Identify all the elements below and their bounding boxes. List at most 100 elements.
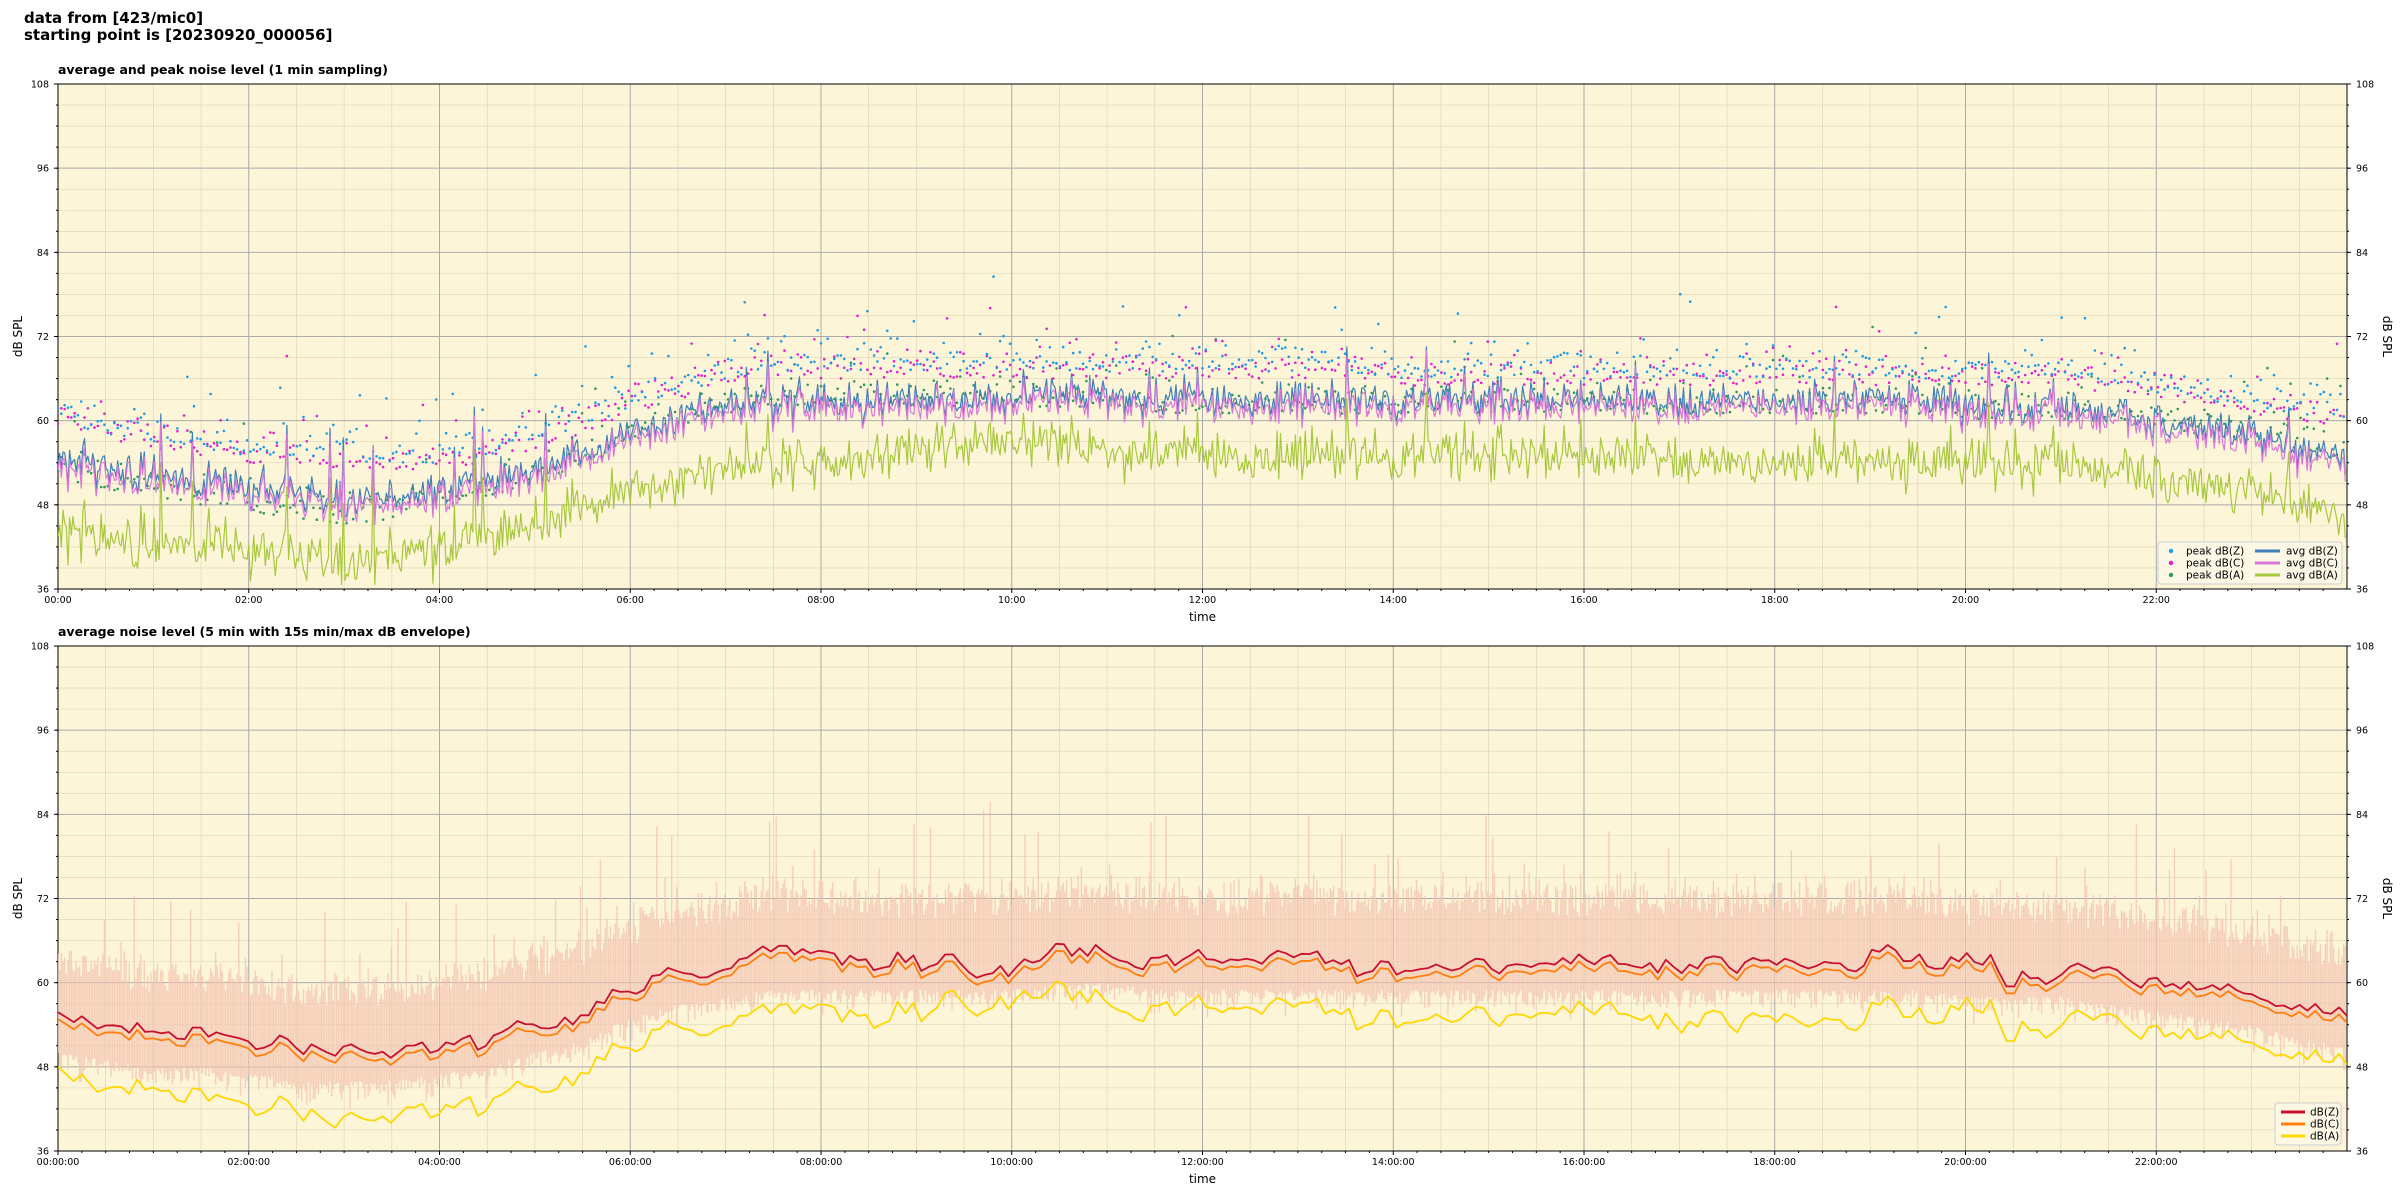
peak-point	[298, 461, 302, 464]
peak-point	[186, 429, 189, 432]
peak-point	[557, 421, 561, 425]
peak-point	[444, 453, 448, 457]
peak-point	[259, 460, 262, 464]
peak-point	[1609, 376, 1612, 380]
peak-point	[1864, 411, 1868, 415]
peak-point	[176, 430, 179, 433]
peak-point	[1201, 367, 1204, 370]
peak-point	[2010, 368, 2014, 372]
peak-point	[710, 398, 713, 402]
peak-point	[1642, 338, 1645, 341]
peak-point	[1642, 381, 1645, 384]
peak-point	[1148, 345, 1151, 349]
peak-point	[2282, 409, 2286, 413]
peak-point	[2050, 372, 2054, 376]
peak-point	[1081, 362, 1085, 366]
peak-point	[202, 473, 206, 476]
peak-point	[906, 359, 909, 363]
peak-point	[2329, 393, 2332, 397]
peak-point	[2037, 363, 2040, 367]
series-avg-dba-line	[58, 391, 2346, 586]
peak-point	[580, 412, 584, 415]
peak-point	[169, 439, 173, 442]
peak-point	[1280, 358, 1284, 361]
peak-point	[1042, 366, 1045, 369]
peak-point	[806, 383, 809, 387]
peak-point	[2159, 378, 2163, 382]
peak-point	[428, 455, 431, 458]
peak-point	[1708, 383, 1712, 387]
peak-point	[282, 455, 285, 458]
peak-point	[2189, 391, 2193, 395]
peak-point	[856, 314, 859, 318]
peak-point	[1154, 410, 1158, 413]
peak-point	[1864, 365, 1868, 368]
peak-point	[1748, 357, 1752, 361]
peak-point	[925, 393, 929, 396]
peak-point	[2146, 392, 2150, 396]
peak-point	[1702, 373, 1705, 376]
peak-point	[959, 368, 962, 372]
peak-point	[1221, 339, 1224, 343]
peak-point	[2249, 416, 2253, 419]
peak-point	[1599, 358, 1602, 361]
peak-point	[1871, 370, 1874, 373]
peak-point	[1400, 381, 1403, 385]
peak-point	[624, 407, 627, 410]
peak-point	[2120, 380, 2123, 384]
peak-point	[1267, 362, 1271, 365]
peak-point	[1625, 369, 1629, 373]
peak-point	[736, 375, 740, 378]
peak-point	[345, 441, 348, 445]
peak-point	[133, 407, 136, 411]
peak-point	[318, 506, 322, 510]
peak-point	[70, 405, 73, 409]
peak-point	[670, 388, 673, 391]
peak-point	[1051, 377, 1055, 380]
peak-point	[484, 452, 488, 456]
peak-point	[955, 401, 959, 405]
peak-point	[1841, 409, 1845, 412]
peak-point	[199, 437, 202, 441]
peak-point	[909, 368, 912, 372]
peak-point	[594, 387, 597, 391]
peak-point	[2047, 411, 2050, 414]
peak-point	[497, 447, 501, 450]
peak-point	[2199, 419, 2203, 422]
peak-point	[1785, 357, 1788, 360]
peak-point	[1838, 359, 1841, 363]
peak-point	[846, 335, 849, 339]
peak-point	[1788, 359, 1791, 363]
peak-point	[401, 452, 405, 455]
peak-point	[633, 435, 637, 438]
peak-point	[245, 459, 249, 463]
peak-point	[703, 374, 707, 378]
peak-point	[1974, 393, 1977, 397]
x-tick-label: 22:00	[2143, 595, 2170, 606]
peak-point	[643, 395, 647, 399]
peak-point	[574, 459, 577, 463]
peak-point	[1562, 374, 1566, 377]
peak-point	[514, 481, 518, 485]
peak-point	[1105, 368, 1108, 372]
peak-point	[1589, 391, 1592, 395]
peak-point	[1380, 363, 1383, 366]
peak-point	[288, 506, 292, 510]
peak-point	[2183, 400, 2186, 404]
peak-point	[1536, 370, 1539, 373]
peak-point	[2206, 378, 2209, 381]
peak-point	[869, 372, 873, 376]
x-tick-label: 02:00	[235, 595, 262, 606]
peak-point	[2080, 386, 2083, 389]
peak-point	[1848, 360, 1851, 364]
peak-point	[2086, 373, 2090, 376]
peak-point	[1781, 373, 1785, 377]
peak-point	[461, 461, 465, 464]
peak-point	[1682, 381, 1685, 385]
peak-point	[332, 423, 335, 427]
peak-point	[451, 450, 455, 454]
peak-point	[2140, 375, 2143, 378]
legend-box	[2157, 541, 2343, 585]
peak-point	[1387, 373, 1390, 376]
